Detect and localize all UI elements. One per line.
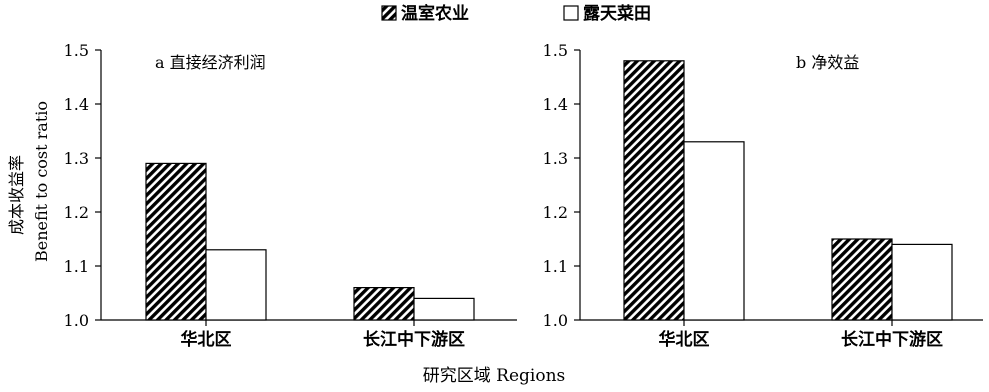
panel-title: a 直接经济利润 <box>155 53 266 72</box>
x-axis-label: 研究区域 Regions <box>423 366 566 386</box>
y-tick-label: 1.1 <box>64 257 89 276</box>
y-tick-label: 1.3 <box>543 149 568 168</box>
legend-label-greenhouse: 温室农业 <box>401 3 469 24</box>
y-axis-label-en: Benefit to cost ratio <box>32 101 51 262</box>
y-tick-label: 1.2 <box>543 203 568 222</box>
category-label: 华北区 <box>181 329 232 350</box>
y-tick-label: 1.5 <box>64 41 89 60</box>
y-tick-label: 1.2 <box>64 203 89 222</box>
legend: 温室农业 露天菜田 <box>381 3 651 24</box>
bar <box>831 238 893 321</box>
bar <box>683 141 745 321</box>
y-axis-label-zh: 成本收益率 <box>7 155 26 235</box>
y-tick-label: 1.0 <box>64 311 89 330</box>
legend-swatch-hatched <box>381 5 397 21</box>
category-label: 长江中下游区 <box>363 329 465 350</box>
bar <box>623 60 685 321</box>
category-label: 长江中下游区 <box>841 329 943 350</box>
y-tick-label: 1.3 <box>64 149 89 168</box>
bar <box>353 287 415 321</box>
legend-swatch-empty <box>563 5 579 21</box>
y-tick-label: 1.4 <box>64 95 89 114</box>
y-tick-label: 1.5 <box>543 41 568 60</box>
legend-label-open-field: 露天菜田 <box>583 4 651 24</box>
bar <box>413 297 475 321</box>
bar <box>205 249 267 321</box>
bar <box>891 243 953 321</box>
category-label: 华北区 <box>659 329 710 350</box>
panel-title: b 净效益 <box>796 53 859 72</box>
y-tick-label: 1.1 <box>543 257 568 276</box>
bar <box>145 162 207 321</box>
y-tick-label: 1.0 <box>543 311 568 330</box>
y-tick-label: 1.4 <box>543 95 568 114</box>
